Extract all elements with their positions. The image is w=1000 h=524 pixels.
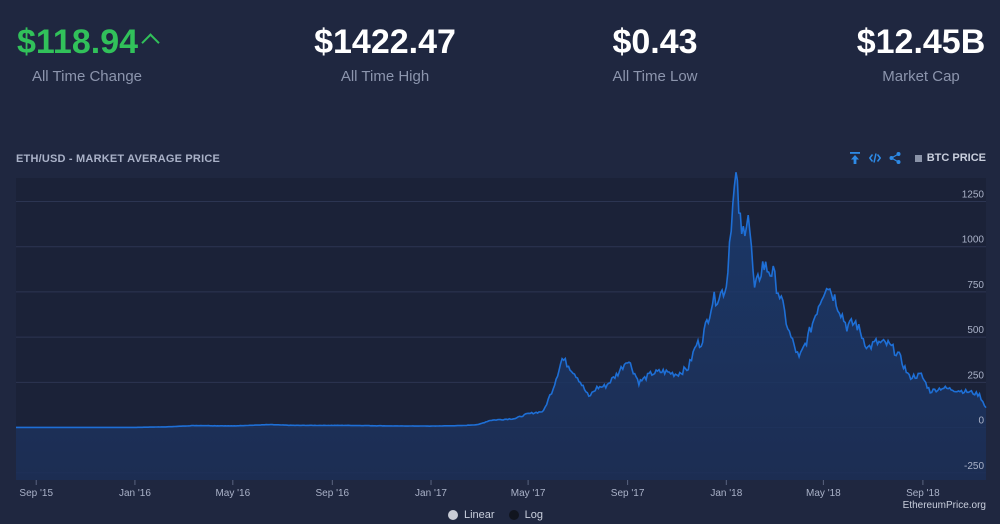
x-tick-label: Sep '15 — [19, 488, 53, 499]
x-tick-label: May '16 — [215, 488, 250, 499]
x-tick-label: Jan '17 — [415, 488, 447, 499]
y-tick-label: 1000 — [962, 235, 985, 246]
x-tick-label: Sep '18 — [906, 488, 940, 499]
stat-all-time-low: $0.43 All Time Low — [590, 22, 720, 85]
btc-price-toggle[interactable]: BTC PRICE — [914, 152, 986, 164]
stat-value: $1422.47 — [314, 23, 456, 61]
y-tick-label: 750 — [967, 280, 984, 291]
stat-value: $12.45B — [856, 23, 986, 61]
chart-title: ETH/USD - MARKET AVERAGE PRICE — [16, 153, 221, 165]
stat-value: $118.94 — [14, 22, 160, 62]
x-tick-label: Sep '17 — [611, 488, 645, 499]
stat-all-time-change: $118.94 All Time Change — [14, 22, 160, 85]
x-tick-label: Jan '18 — [710, 488, 742, 499]
stat-value: $0.43 — [612, 23, 698, 61]
btc-price-checkbox[interactable] — [914, 154, 922, 162]
price-line[interactable] — [16, 172, 987, 429]
y-tick-label: 500 — [967, 325, 984, 336]
watermark: EthereumPrice.org — [902, 500, 986, 511]
x-tick-label: Sep '16 — [316, 488, 350, 499]
radio-log[interactable] — [508, 510, 519, 520]
stat-label: All Time High — [340, 68, 430, 85]
price-area — [16, 172, 986, 480]
scale-option-linear[interactable]: Linear — [448, 509, 495, 521]
trend-up-icon — [141, 33, 160, 52]
download-icon[interactable] — [849, 151, 861, 165]
chart-toolbar: BTC PRICE — [849, 151, 986, 165]
price-chart[interactable]: -250 0 250 500 750 1000 1250 Sep '15 Jan '16 May… — [0, 170, 1000, 500]
y-axis: -250 0 250 500 750 1000 1250 — [962, 190, 985, 472]
scale-toggle: Linear Log — [448, 509, 543, 521]
y-tick-label: 250 — [967, 370, 984, 381]
x-axis: Sep '15 Jan '16 May '16 Sep '16 Jan '17 May '… — [19, 480, 940, 499]
stat-label: All Time Change — [31, 68, 143, 85]
stat-all-time-high: $1422.47 All Time High — [300, 22, 470, 85]
share-icon[interactable] — [889, 151, 901, 165]
stat-label: All Time Low — [612, 68, 698, 85]
x-tick-label: May '17 — [511, 488, 546, 499]
scale-option-label: Linear — [464, 509, 495, 521]
x-tick-label: May '18 — [806, 488, 841, 499]
scale-option-log[interactable]: Log — [508, 509, 543, 521]
y-tick-label: 1250 — [962, 190, 985, 201]
x-tick-label: Jan '16 — [119, 488, 151, 499]
btc-price-label: BTC PRICE — [926, 152, 986, 164]
y-tick-label: -250 — [964, 461, 984, 472]
y-tick-label: 0 — [978, 416, 984, 427]
stat-label: Market Cap — [882, 68, 960, 85]
stat-market-cap: $12.45B Market Cap — [846, 22, 996, 85]
embed-code-icon[interactable] — [868, 151, 881, 165]
scale-option-label: Log — [524, 509, 543, 521]
radio-linear[interactable] — [448, 510, 458, 520]
